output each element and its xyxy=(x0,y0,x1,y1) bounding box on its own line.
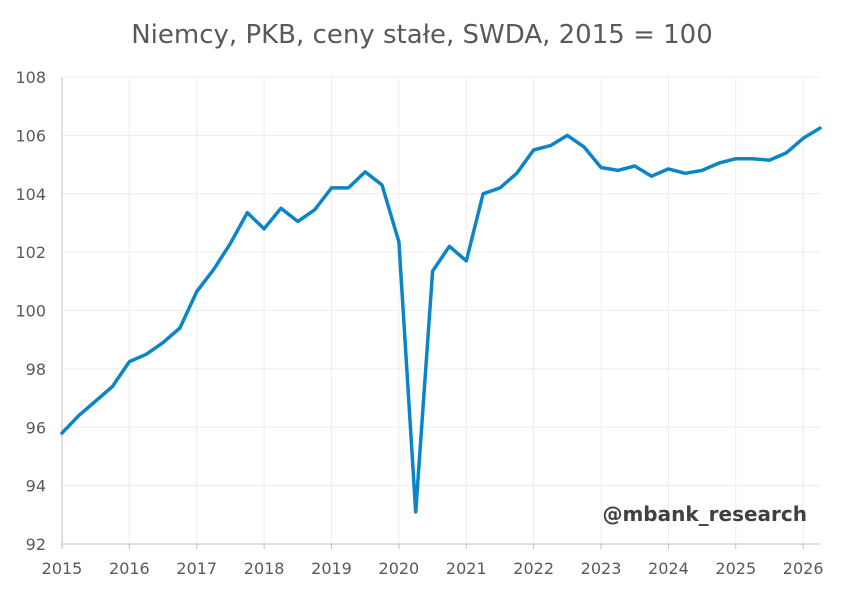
series-layer xyxy=(60,126,822,514)
y-tick-label: 96 xyxy=(26,418,46,437)
x-tick-label: 2019 xyxy=(311,559,352,578)
gridlines xyxy=(61,76,820,544)
x-tick-label: 2021 xyxy=(446,559,487,578)
y-tick-label: 102 xyxy=(15,243,46,262)
y-tick-label: 94 xyxy=(26,477,46,496)
y-tick-label: 92 xyxy=(26,535,46,554)
y-tick-label: 104 xyxy=(15,185,46,204)
x-tick-label: 2018 xyxy=(244,559,285,578)
x-tick-labels: 2015 2016 2017 2018 2019 2020 2021 2022 2023 2024… xyxy=(42,559,824,578)
x-tick-label: 2017 xyxy=(176,559,217,578)
series-line xyxy=(60,126,822,514)
y-tick-label: 100 xyxy=(15,302,46,321)
y-tick-label: 108 xyxy=(15,68,46,87)
y-tick-label: 98 xyxy=(26,360,46,379)
x-tick-label: 2020 xyxy=(379,559,420,578)
x-tick-label: 2025 xyxy=(715,559,756,578)
axes xyxy=(61,77,820,549)
x-tick-label: 2024 xyxy=(648,559,689,578)
y-tick-label: 106 xyxy=(15,126,46,145)
x-tick-label: 2016 xyxy=(109,559,150,578)
watermark-label: @mbank_research xyxy=(602,502,807,526)
x-tick-label: 2022 xyxy=(513,559,554,578)
y-tick-labels: 92 94 96 98 100 102 104 106 108 xyxy=(15,68,46,554)
chart-title: Niemcy, PKB, ceny stałe, SWDA, 2015 = 10… xyxy=(131,20,713,50)
x-tick-label: 2026 xyxy=(783,559,824,578)
x-tick-label: 2015 xyxy=(42,559,83,578)
x-tick-label: 2023 xyxy=(581,559,622,578)
